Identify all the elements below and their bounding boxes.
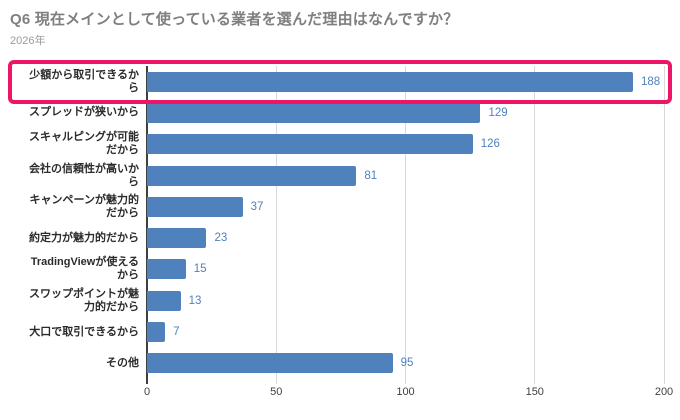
category-label: キャンペーンが魅力的だから — [29, 193, 139, 219]
category-label: スプレッドが狭いから — [29, 106, 139, 119]
plot-area: 少額から取引できるから 188 スプレッドが狭いから 129 スキャルピングが可能だから… — [10, 66, 673, 398]
bar-row: 大口で取引できるから 7 — [10, 316, 664, 347]
bar-row: 会社の信頼性が高いから 81 — [10, 160, 664, 191]
category-label: 会社の信頼性が高いから — [29, 162, 139, 188]
bar-track: 129 — [147, 97, 664, 128]
category-label: TradingViewが使えるから — [30, 256, 139, 282]
category-label: 少額から取引できるから — [29, 68, 139, 94]
bar-row: キャンペーンが魅力的だから 37 — [10, 191, 664, 222]
bar-row: 約定力が魅力的だから 23 — [10, 222, 664, 253]
value-label: 81 — [364, 169, 378, 182]
value-label: 37 — [250, 200, 264, 213]
bar — [147, 259, 186, 280]
value-label: 95 — [400, 357, 414, 370]
grid-overlay — [146, 66, 665, 384]
category-label: 約定力が魅力的だから — [29, 231, 139, 244]
bar-track: 81 — [147, 160, 664, 191]
bar-track: 37 — [147, 191, 664, 222]
bar — [147, 353, 393, 374]
bar — [147, 228, 207, 249]
bar-row: 少額から取引できるから 188 — [10, 66, 664, 97]
gridline — [275, 66, 277, 384]
bar-row: TradingViewが使えるから 15 — [10, 254, 664, 285]
bar — [147, 290, 181, 311]
x-tick-label: 150 — [525, 386, 544, 398]
bar-track: 7 — [147, 316, 664, 347]
x-tick-label: 200 — [654, 386, 674, 398]
bar-track: 13 — [147, 285, 664, 316]
x-tick-label: 100 — [396, 386, 415, 398]
bar — [147, 196, 243, 217]
bar-rows: 少額から取引できるから 188 スプレッドが狭いから 129 スキャルピングが可能だから… — [10, 66, 664, 379]
bar-row: スプレッドが狭いから 129 — [10, 97, 664, 128]
bar-track: 95 — [147, 348, 664, 379]
value-label: 126 — [480, 138, 500, 151]
bar-track: 126 — [147, 129, 664, 160]
bar-row: スキャルピングが可能だから 126 — [10, 129, 664, 160]
bar — [147, 102, 481, 123]
category-label: スキャルピングが可能だから — [29, 131, 139, 157]
bar-row: スワップポイントが魅力的だから 13 — [10, 285, 664, 316]
bar — [147, 322, 166, 343]
category-label: スワップポイントが魅力的だから — [29, 287, 139, 313]
category-label: 大口で取引できるから — [29, 325, 139, 338]
gridline — [405, 66, 406, 384]
chart-title: Q6 現在メインとして使っている業者を選んだ理由はなんですか？ — [10, 11, 459, 28]
bar — [147, 71, 633, 92]
value-label: 188 — [640, 75, 661, 88]
category-label: その他 — [106, 356, 139, 369]
bar-track: 23 — [147, 222, 664, 253]
value-label: 129 — [488, 106, 508, 119]
x-tick-label: 0 — [143, 386, 151, 398]
x-axis: 0 50 100 150 200 — [143, 386, 673, 402]
value-label: 23 — [214, 232, 228, 245]
y-axis-line — [146, 66, 148, 384]
bar-row: その他 95 — [10, 348, 664, 379]
gridline — [534, 66, 536, 384]
chart-subtitle: 2026年 — [10, 35, 46, 47]
bar — [147, 134, 473, 155]
value-label: 13 — [188, 294, 202, 307]
bar-track: 188 — [147, 66, 664, 97]
x-tick-label: 50 — [270, 386, 283, 398]
value-label: 7 — [173, 326, 180, 339]
gridline — [663, 66, 665, 384]
bar — [147, 165, 357, 186]
value-label: 15 — [193, 263, 207, 276]
bar-track: 15 — [147, 254, 664, 285]
